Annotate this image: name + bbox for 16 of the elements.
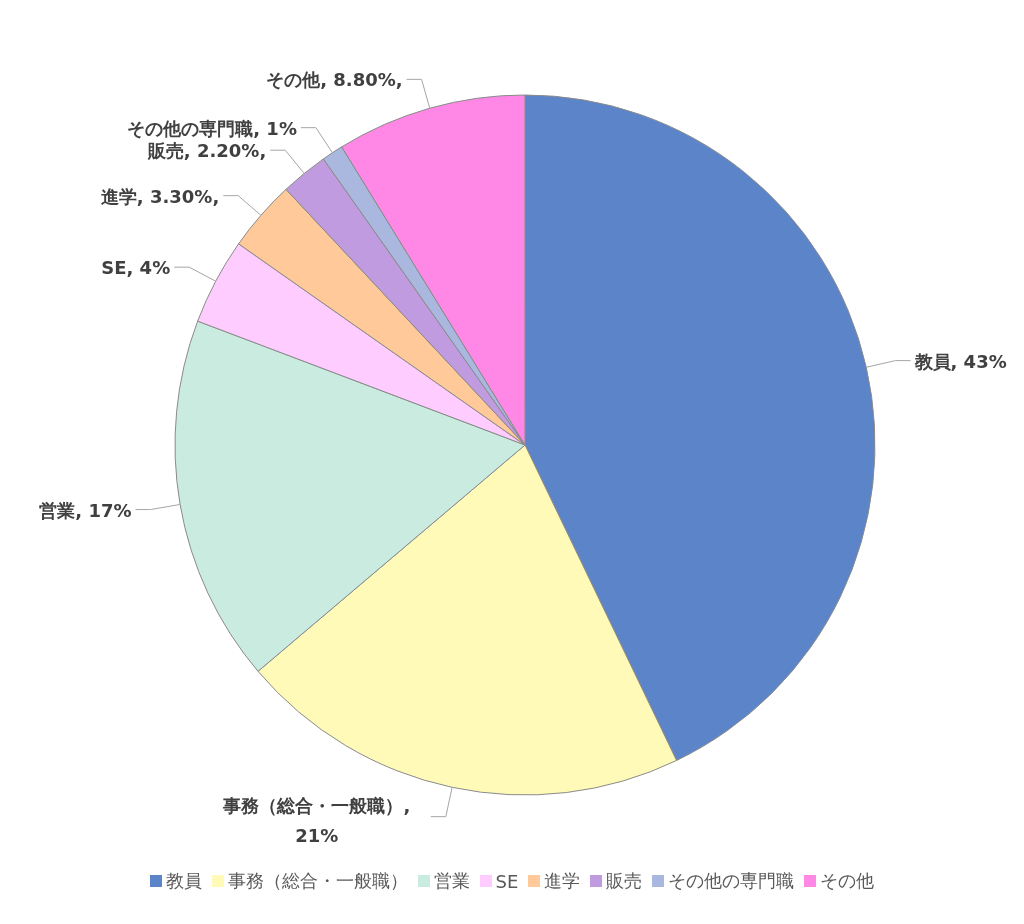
legend-label: SE <box>494 869 519 893</box>
legend-label: 販売 <box>605 869 643 893</box>
legend-label: その他 <box>819 869 875 893</box>
data-label: 事務（総合・一般職）, 21% <box>222 794 411 846</box>
data-label: 進学, 3.30%, <box>100 185 220 207</box>
data-label: その他, 8.80%, <box>266 68 403 90</box>
data-label: 販売, 2.20%, <box>146 139 267 161</box>
legend-label: 営業 <box>432 869 470 893</box>
legend-label: その他の専門職 <box>667 869 795 893</box>
data-label: SE, 4% <box>101 256 171 278</box>
data-label: 営業, 17% <box>39 499 132 521</box>
legend-label: 教員 <box>164 869 202 893</box>
legend-label: 進学 <box>543 869 581 893</box>
data-label: その他の専門職, 1% <box>127 117 297 139</box>
legend-label: 事務（総合・一般職） <box>226 869 408 893</box>
data-label: 教員, 43% <box>913 350 1007 372</box>
